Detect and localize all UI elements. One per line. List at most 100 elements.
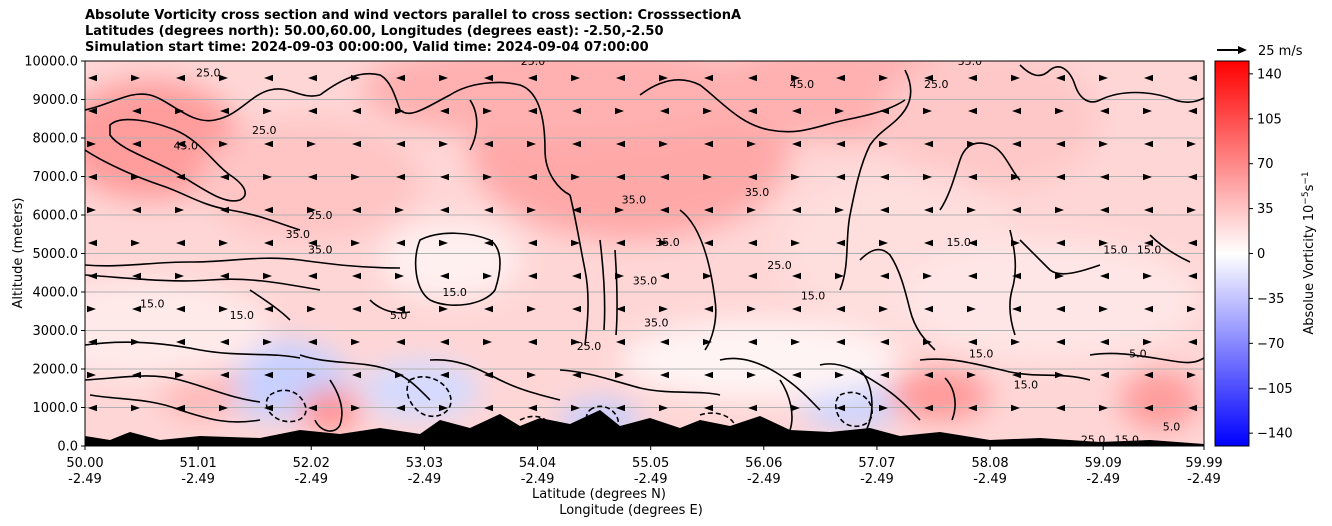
wind-vector-arrow [396,338,405,346]
wind-vector-arrow [572,206,581,214]
x-tick-label-lon: -2.49 [408,472,442,487]
wind-vector-arrow [131,338,140,346]
wind-vector-arrow [924,371,933,379]
wind-vector-arrow [263,173,272,181]
wind-vector-arrow [351,173,360,181]
wind-vector-arrow [704,140,713,148]
wind-vector-arrow [792,140,801,148]
contour-label: 15.0 [801,290,826,303]
wind-vector-arrow [1056,404,1065,412]
wind-vector-arrow [1143,107,1152,115]
wind-vector-arrow [132,272,141,280]
wind-vector-arrow [396,305,405,313]
wind-vector-arrow [791,239,800,247]
wind-vector-arrow [1188,173,1197,181]
wind-vector-arrow [263,338,272,346]
wind-vector-arrow [1055,371,1064,379]
wind-vector-arrow [1055,206,1064,214]
wind-vector-arrow [924,140,933,148]
wind-vector-arrow [1144,371,1153,379]
wind-vector-arrow [1143,272,1152,280]
contour-label: 15.0 [442,286,467,299]
x-tick-label-lon: -2.49 [747,472,781,487]
wind-vector-arrow [880,206,889,214]
x-tick-label-lat: 52.02 [293,456,330,471]
wind-vector-arrow [923,338,932,346]
wind-vector-arrow [703,107,712,115]
wind-vector-arrow [396,173,405,181]
wind-vector-arrow [968,338,977,346]
y-tick-label: 1000.0 [33,401,79,416]
wind-vector-arrow [747,305,756,313]
wind-vector-arrow [791,338,800,346]
wind-vector-arrow [87,305,96,313]
wind-vector-arrow [88,338,97,346]
wind-vector-arrow [616,173,625,181]
wind-vector-arrow [308,272,317,280]
wind-vector-arrow [791,404,800,412]
wind-vector-arrow [836,173,845,181]
wind-vector-arrow [748,404,757,412]
wind-vector-arrow [659,140,668,148]
wind-vector-arrow [836,239,845,247]
contour-label: 5.0 [390,309,408,322]
wind-vector-arrow [1056,305,1065,313]
wind-vector-arrow [132,140,141,148]
wind-vector-arrow [659,305,668,313]
wind-vector-arrow [308,239,317,247]
wind-vector-arrow [352,371,361,379]
wind-vector-arrow [527,206,536,214]
wind-vector-arrow [352,107,361,115]
colorbar-tick-label: 105 [1257,112,1282,127]
x-tick-label-lat: 50.00 [66,456,103,471]
wind-vector-arrow [308,107,317,115]
x-tick-label-lat: 54.04 [519,456,556,471]
wind-vector-arrow [395,272,404,280]
wind-vector-arrow [527,305,536,313]
plot-area: 25.0 25.0 45.0 25.0 35.0 35.0 15.0 15.0 5.0 15.0 3… [85,61,1204,446]
wind-vector-arrow [483,107,492,115]
quiver-key: 25 m/s [1217,44,1303,59]
wind-vector-arrow [264,239,273,247]
y-tick-label: 2000.0 [33,363,79,378]
wind-vector-arrow [748,338,757,346]
wind-vector-arrow [1188,404,1197,412]
wind-vector-arrow [528,173,537,181]
y-axis-ticks: 0.0 1000.0 2000.0 3000.0 4000.0 5000.0 6000.0 7… [24,55,85,455]
wind-vector-arrow [87,371,96,379]
wind-vector-arrow [1012,140,1021,148]
wind-vector-arrow [395,206,404,214]
wind-vector-arrow [219,404,228,412]
wind-vector-arrow [880,272,889,280]
contour-label: 25.0 [196,66,221,79]
wind-vector-arrow [307,305,316,313]
wind-vector-arrow [307,140,316,148]
wind-vector-arrow [1099,239,1108,247]
wind-vector-arrow [615,272,624,280]
wind-vector-arrow [528,338,537,346]
wind-vector-arrow [440,173,449,181]
wind-vector-arrow [616,74,625,82]
wind-vector-arrow [967,140,976,148]
contour-label: 35.0 [622,193,647,206]
wind-vector-arrow [440,107,449,115]
x-tick-label-lat: 53.03 [406,456,443,471]
wind-vector-arrow [1144,206,1153,214]
wind-vector-arrow [660,206,669,214]
wind-vector-arrow [175,272,184,280]
wind-vector-arrow [527,140,536,148]
wind-vector-arrow [880,338,889,346]
wind-vector-arrow [659,239,668,247]
contour-label: 25.0 [924,78,949,91]
wind-vectors [87,74,1197,412]
wind-vector-arrow [396,140,405,148]
wind-vector-arrow [351,239,360,247]
wind-vector-arrow [924,305,933,313]
wind-vector-arrow [1187,206,1196,214]
wind-vector-arrow [616,239,625,247]
wind-vector-arrow [747,371,756,379]
wind-vector-arrow [87,140,96,148]
wind-vector-arrow [660,173,669,181]
wind-vector-arrow [924,404,933,412]
